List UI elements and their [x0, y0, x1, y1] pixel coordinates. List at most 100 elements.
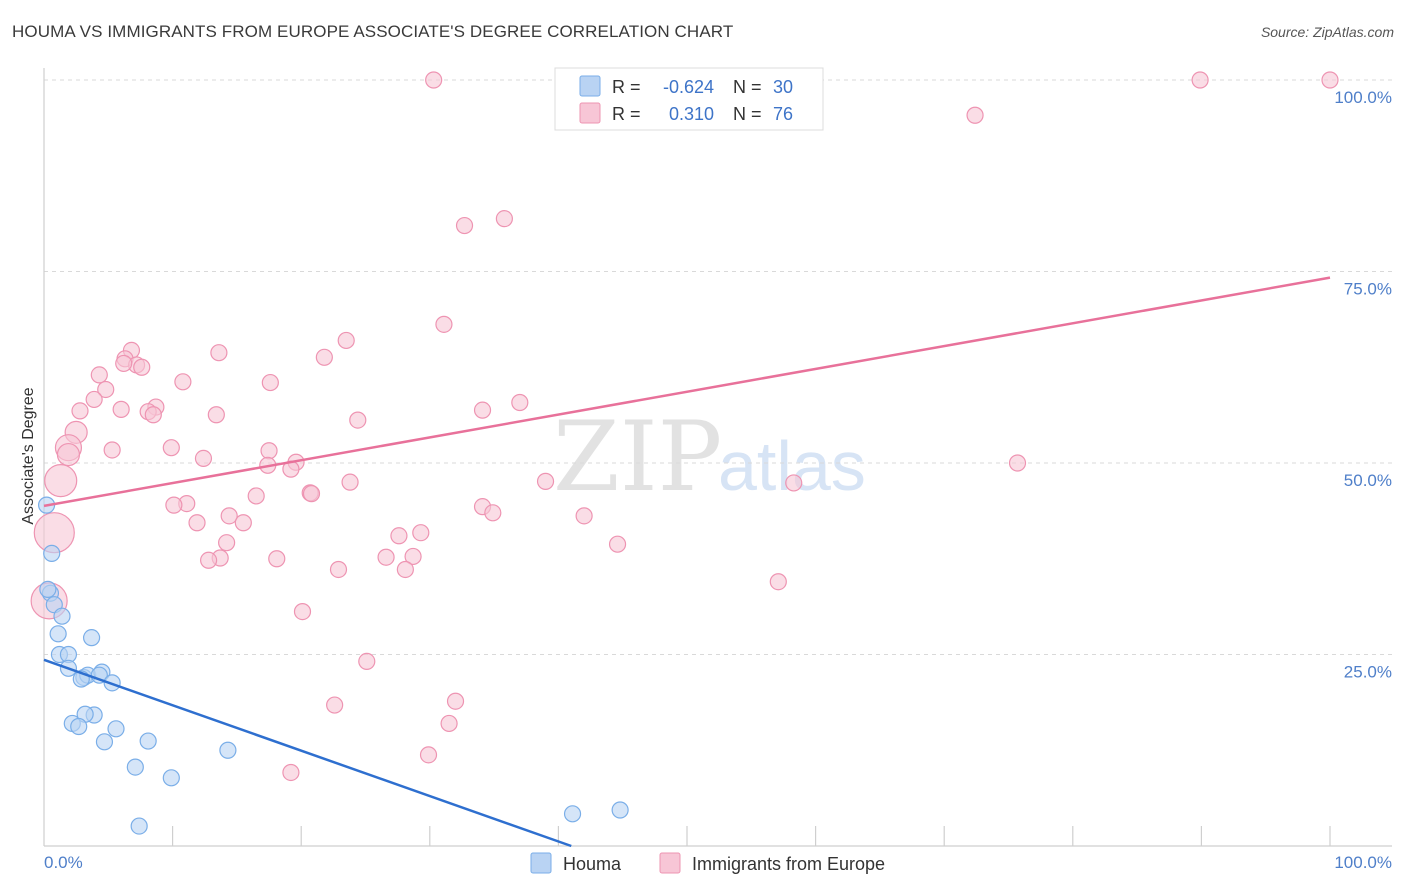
- gridlines: [44, 79, 1392, 655]
- point-europe-59: [404, 547, 422, 566]
- point-europe-16: [261, 373, 279, 392]
- point-europe-37: [1008, 454, 1027, 472]
- trend-line-europe: [43, 276, 1331, 508]
- chart-title: HOUMA VS IMMIGRANTS FROM EUROPE ASSOCIAT…: [12, 22, 734, 41]
- legend-n-label-houma: N =: [733, 77, 762, 97]
- point-europe-44: [302, 485, 321, 503]
- point-europe-0: [425, 71, 443, 89]
- point-europe-2: [1321, 71, 1339, 89]
- x-tick-label-right: 100.0%: [1334, 853, 1392, 872]
- axes: [43, 68, 1392, 847]
- point-houma-21: [95, 733, 114, 751]
- series-houma: [37, 496, 629, 835]
- point-europe-30: [103, 441, 121, 459]
- point-europe-47: [165, 496, 183, 514]
- point-europe-41: [536, 472, 555, 490]
- point-houma-5: [49, 625, 67, 643]
- point-houma-22: [139, 732, 157, 750]
- y-tick-label-75: 75.0%: [1344, 280, 1392, 299]
- point-europe-74: [282, 763, 300, 782]
- point-europe-75: [115, 354, 133, 373]
- point-europe-26: [144, 406, 162, 424]
- point-europe-72: [440, 714, 458, 733]
- legend-n-value-houma: 30: [773, 77, 793, 97]
- point-europe-31: [260, 442, 278, 460]
- point-europe-8: [315, 348, 333, 366]
- trend-lines: [43, 276, 1331, 848]
- y-axis-title: Associate's Degree: [20, 387, 37, 524]
- point-europe-14: [90, 366, 108, 384]
- bottom-legend-swatch-europe: [659, 852, 681, 874]
- legend-r-value-europe: 0.310: [669, 104, 714, 124]
- point-europe-1: [1191, 71, 1209, 89]
- point-europe-73: [419, 746, 438, 764]
- point-europe-65: [396, 560, 414, 579]
- point-houma-4: [53, 607, 71, 625]
- point-europe-64: [329, 560, 348, 579]
- watermark: ZIP atlas: [553, 401, 866, 513]
- point-europe-17: [97, 380, 115, 399]
- x-ticks: [172, 826, 1331, 846]
- point-europe-57: [218, 534, 236, 552]
- point-europe-6: [435, 315, 453, 333]
- point-europe-68: [293, 603, 312, 621]
- point-europe-21: [112, 400, 130, 418]
- point-europe-53: [188, 514, 206, 532]
- point-europe-39: [44, 464, 78, 498]
- legend-r-value-houma: -0.624: [663, 77, 714, 97]
- point-europe-40: [341, 473, 359, 491]
- bottom-legend-swatch-houma: [530, 852, 552, 874]
- point-europe-69: [358, 652, 376, 670]
- point-europe-70: [446, 692, 465, 710]
- point-houma-23: [219, 741, 237, 759]
- point-europe-71: [326, 696, 344, 714]
- y-tick-label-50: 50.0%: [1344, 471, 1392, 490]
- legend-r-label-europe: R =: [612, 104, 641, 124]
- bottom-legend-europe: Immigrants from Europe: [692, 854, 885, 874]
- y-tick-label-25: 25.0%: [1344, 663, 1392, 682]
- source-label: Source: ZipAtlas.com: [1260, 24, 1394, 40]
- y-tick-label-100: 100.0%: [1334, 88, 1392, 107]
- legend-swatch-europe: [579, 102, 601, 124]
- point-houma-28: [611, 801, 629, 819]
- point-europe-22: [71, 402, 89, 420]
- legend-n-value-europe: 76: [773, 104, 793, 124]
- trend-line-houma: [43, 658, 572, 848]
- point-europe-56: [412, 524, 430, 542]
- point-europe-7: [337, 331, 355, 350]
- point-europe-61: [377, 548, 395, 566]
- point-europe-52: [234, 514, 252, 532]
- point-europe-58: [608, 535, 627, 553]
- point-europe-51: [220, 507, 238, 525]
- point-europe-55: [390, 527, 408, 545]
- point-europe-60: [268, 550, 286, 568]
- point-europe-24: [473, 401, 492, 419]
- point-europe-15: [174, 373, 192, 391]
- watermark-atlas: atlas: [718, 427, 866, 505]
- point-europe-13: [133, 358, 151, 376]
- point-europe-50: [484, 504, 502, 522]
- point-europe-25: [207, 406, 225, 424]
- point-europe-4: [455, 216, 474, 235]
- point-europe-18: [85, 390, 103, 409]
- point-europe-3: [966, 106, 984, 124]
- legend: R = -0.624 N = 30 R = 0.310 N = 76: [554, 67, 824, 131]
- point-houma-1: [43, 544, 61, 562]
- legend-n-label-europe: N =: [733, 104, 762, 124]
- point-houma-24: [126, 758, 144, 776]
- point-europe-33: [56, 442, 81, 467]
- point-europe-34: [194, 449, 213, 468]
- point-europe-49: [575, 507, 593, 525]
- x-tick-label-left: 0.0%: [44, 853, 83, 872]
- point-europe-5: [495, 210, 513, 228]
- point-houma-25: [162, 769, 180, 787]
- point-europe-27: [349, 411, 367, 429]
- point-houma-6: [82, 629, 101, 647]
- point-europe-45: [247, 487, 265, 505]
- legend-swatch-houma: [579, 75, 601, 97]
- point-europe-63: [200, 551, 218, 569]
- point-houma-19: [70, 717, 88, 736]
- point-houma-29: [39, 580, 57, 598]
- point-europe-42: [785, 474, 803, 492]
